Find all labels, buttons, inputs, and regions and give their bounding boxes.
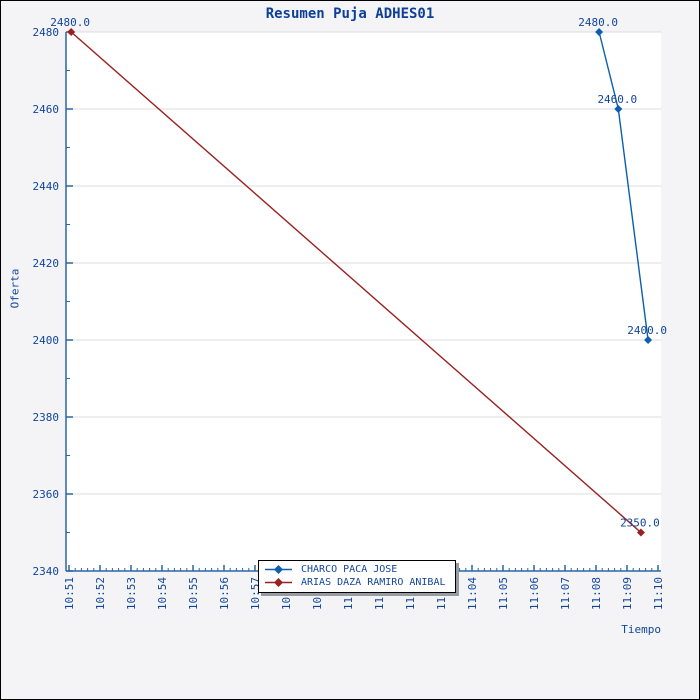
x-tick-label: 10:51	[63, 577, 76, 610]
y-tick-label: 2420	[33, 257, 60, 270]
x-tick-label: 10:54	[156, 577, 169, 610]
legend-item-charco-paca-jose: CHARCO PACA JOSE	[265, 564, 446, 575]
data-point	[644, 336, 653, 344]
y-axis-title: Oferta	[8, 268, 22, 309]
legend-label: CHARCO PACA JOSE	[301, 564, 398, 575]
x-tick-label: 10:56	[218, 577, 231, 610]
data-point-label: 2480.0	[578, 16, 618, 29]
series-arias-daza-ramiro-anibal: 2480.0 2350.0	[50, 16, 660, 537]
plot-area	[66, 32, 661, 571]
x-tick-label: 11:08	[590, 577, 603, 610]
x-tick-label: 11:07	[559, 577, 572, 610]
x-tick-label: 10:55	[187, 577, 200, 610]
y-tick-label: 2400	[33, 334, 60, 347]
legend-label: ARIAS DAZA RAMIRO ANIBAL	[301, 577, 446, 588]
data-point-label: 2350.0	[620, 517, 660, 530]
data-point	[595, 28, 604, 36]
y-tick-label: 2460	[33, 103, 60, 116]
series-charco-paca-jose: 2480.0 2460.0 2400.0	[578, 16, 667, 344]
x-tick-label: 11:05	[497, 577, 510, 610]
y-tick-label: 2440	[33, 180, 60, 193]
x-tick-label: 11:09	[621, 577, 634, 610]
y-axis: 2340 2360 2380 2400 2420 2440 2460 2480	[33, 26, 73, 578]
x-tick-label: 11:06	[528, 577, 541, 610]
legend: CHARCO PACA JOSE ARIAS DAZA RAMIRO ANIBA…	[258, 560, 456, 593]
x-tick-label: 11:10	[652, 577, 665, 610]
x-axis-title: Tiempo	[621, 623, 661, 636]
y-tick-label: 2340	[33, 565, 60, 578]
x-tick-label: 10:53	[125, 577, 138, 610]
data-point-label: 2400.0	[627, 324, 667, 337]
y-tick-label: 2480	[33, 26, 60, 39]
red-line-diamond-icon	[265, 578, 292, 587]
y-tick-label: 2360	[33, 488, 60, 501]
series-line	[70, 31, 642, 534]
y-tick-label: 2380	[33, 411, 60, 424]
x-tick-label: 11:04	[466, 577, 479, 610]
x-tick-label: 10:52	[94, 577, 107, 610]
data-point	[614, 105, 623, 113]
data-point-label: 2460.0	[597, 93, 637, 106]
blue-line-diamond-icon	[265, 565, 292, 574]
legend-item-arias-daza-ramiro-anibal: ARIAS DAZA RAMIRO ANIBAL	[265, 577, 446, 588]
x-axis: 10:51 10:52 10:53 10:54 10:55 10:56 10:57 10:58…	[63, 565, 665, 610]
data-point	[67, 28, 76, 36]
data-point	[636, 528, 645, 537]
gridlines	[66, 31, 661, 495]
chart-title: Resumen Puja ADHES01	[265, 6, 435, 22]
plot-svg: 2340 2360 2380 2400 2420 2440 2460 2480 10:51 10:…	[33, 16, 667, 610]
data-point-label: 2480.0	[50, 16, 90, 29]
